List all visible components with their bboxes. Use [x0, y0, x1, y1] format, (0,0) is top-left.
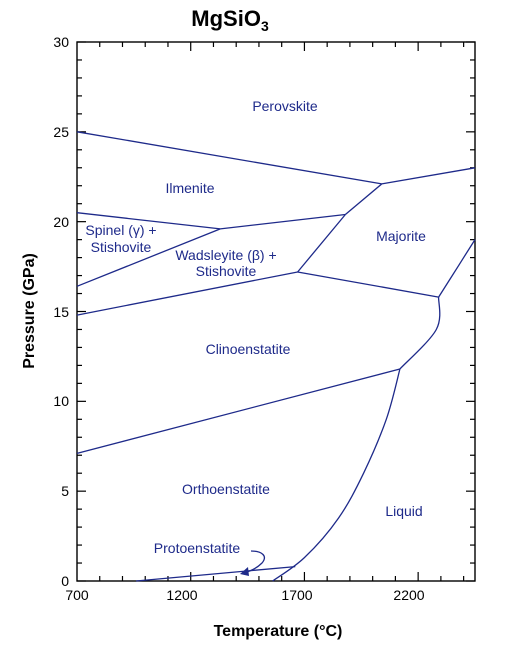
boundary-ilmenite-majorite: [344, 183, 383, 215]
region-labels: Perovskite Ilmenite Spinel (γ) + Stishov…: [85, 98, 426, 556]
y-tick-10: 10: [53, 393, 69, 409]
boundary-majorite-liquid: [438, 239, 476, 298]
boundary-clinoenstatite-liquid: [399, 297, 441, 370]
figure-title: MgSiO3: [191, 6, 269, 34]
y-tick-25: 25: [53, 124, 69, 140]
y-tick-15: 15: [53, 304, 69, 320]
boundary-perovskite-ilmenite: [76, 131, 382, 185]
y-tick-5: 5: [61, 483, 69, 499]
label-perovskite: Perovskite: [252, 98, 318, 114]
arrow-head: [240, 567, 249, 576]
boundary-clinoenstatite-orthoenstatite: [76, 368, 401, 455]
tick-marks: [77, 41, 475, 582]
x-tick-labels: 700 1200 1700 2200: [65, 587, 424, 603]
label-clinoenstatite: Clinoenstatite: [206, 341, 291, 357]
boundary-perovskite-majorite: [381, 167, 476, 185]
y-tick-0: 0: [61, 573, 69, 589]
label-wadsleyite-line2: Stishovite: [196, 263, 257, 279]
x-tick-700: 700: [65, 587, 89, 603]
label-wadsleyite-line1: Wadsleyite (β) +: [175, 247, 276, 263]
x-tick-1200: 1200: [166, 587, 197, 603]
y-tick-labels: 0 5 10 15 20 25 30: [53, 34, 69, 589]
arrow-curve: [243, 550, 266, 574]
boundary-orthoenstatite-protoenstatite: [136, 565, 296, 582]
label-ilmenite: Ilmenite: [165, 180, 214, 196]
x-axis-label: Temperature (°C): [214, 623, 343, 640]
protoenstatite-arrow: [240, 550, 266, 576]
label-spinel-line2: Stishovite: [91, 239, 152, 255]
label-liquid: Liquid: [385, 503, 422, 519]
y-axis-label: Pressure (GPa): [21, 253, 38, 369]
boundary-wadsleyite-majorite: [297, 214, 346, 273]
title-subscript: 3: [261, 18, 269, 34]
y-tick-30: 30: [53, 34, 69, 50]
boundary-wadsleyite-clinoenstatite: [76, 271, 298, 316]
phase-boundaries: [76, 131, 476, 582]
boundary-clinoenstatite-majorite: [297, 271, 439, 298]
y-tick-20: 20: [53, 214, 69, 230]
label-spinel-line1: Spinel (γ) +: [85, 222, 156, 238]
boundary-spinel-wadsleyite: [76, 228, 221, 287]
label-orthoenstatite: Orthoenstatite: [182, 481, 270, 497]
boundary-orthoenstatite-liquid: [272, 368, 401, 582]
x-tick-1700: 1700: [281, 587, 312, 603]
plot-frame: [76, 41, 476, 582]
boundary-ilmenite-wadsleyite: [220, 213, 346, 230]
label-protoenstatite: Protoenstatite: [154, 540, 241, 556]
boundary-ilmenite-spinel: [76, 212, 221, 230]
x-tick-2200: 2200: [393, 587, 424, 603]
label-majorite: Majorite: [376, 228, 426, 244]
title-main: MgSiO: [191, 6, 261, 31]
